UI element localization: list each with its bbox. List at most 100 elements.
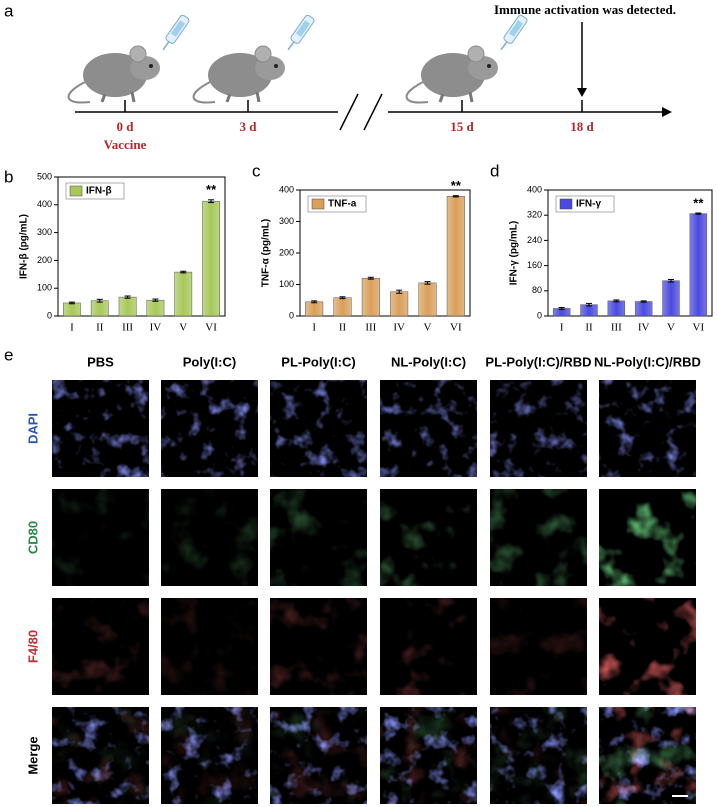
day-label: 0 d	[117, 119, 135, 134]
x-tick-label: II	[96, 322, 104, 334]
y-tick-label: 320	[527, 210, 542, 220]
day-label: 15 d	[450, 119, 474, 134]
micrograph	[490, 598, 587, 695]
y-axis-label: IFN-γ (pg/mL)	[509, 221, 520, 285]
error-bar	[124, 295, 131, 299]
panel-label: c	[252, 161, 261, 180]
micrograph	[161, 380, 258, 477]
error-bar	[96, 298, 103, 303]
panel-label: d	[490, 161, 499, 180]
column-header: PL-Poly(I:C)/RBD	[485, 354, 591, 369]
x-tick-label: IV	[638, 322, 650, 334]
x-tick-label: IV	[393, 322, 405, 334]
y-tick-label: 400	[527, 184, 542, 194]
legend-label: TNF-a	[328, 199, 357, 210]
micrograph	[380, 598, 477, 695]
x-tick-label: V	[667, 322, 675, 334]
y-tick-label: 200	[37, 255, 52, 265]
x-tick-label: III	[611, 322, 622, 334]
x-tick-label: VI	[693, 322, 705, 334]
significance: **	[693, 195, 704, 210]
micrograph	[599, 598, 696, 695]
y-tick-label: 0	[47, 310, 52, 320]
y-tick-label: 200	[279, 247, 294, 257]
bar	[607, 300, 626, 317]
bar	[305, 301, 324, 317]
micrograph	[270, 489, 367, 586]
column-header: NL-Poly(I:C)/RBD	[594, 354, 701, 369]
bar	[90, 300, 109, 317]
timeline	[75, 22, 672, 131]
error-bar	[668, 278, 674, 283]
error-bar	[613, 299, 620, 303]
y-tick-label: 240	[527, 235, 542, 245]
micrograph	[599, 707, 696, 804]
x-tick-label: I	[312, 322, 316, 334]
x-tick-label: III	[122, 322, 133, 334]
micrograph	[161, 489, 258, 586]
micrograph	[380, 380, 477, 477]
x-tick-label: II	[585, 322, 593, 334]
y-tick-label: 100	[279, 279, 294, 289]
vaccine-label: Vaccine	[104, 137, 147, 152]
mice-illustrations	[67, 14, 528, 104]
y-tick-label: 80	[532, 285, 542, 295]
plot-frame	[547, 189, 713, 317]
y-axis-label: TNF-α (pg/mL)	[261, 219, 272, 287]
bar	[446, 196, 465, 317]
micrograph	[490, 489, 587, 586]
legend-swatch	[559, 198, 573, 210]
micrograph	[52, 707, 149, 804]
error-bar	[695, 212, 702, 215]
error-bar	[339, 296, 346, 300]
plot-frame	[57, 176, 226, 317]
panel-label: e	[4, 345, 13, 364]
error-bar	[586, 302, 592, 307]
significance: **	[451, 178, 462, 193]
bar	[333, 297, 352, 317]
timeline-annotation: Immune activation was detected.	[494, 2, 676, 17]
column-header: PL-Poly(I:C)	[281, 354, 355, 369]
error-bar	[311, 300, 318, 304]
column-header: NL-Poly(I:C)	[391, 354, 466, 369]
error-bar	[152, 298, 159, 302]
bar	[390, 291, 409, 317]
x-tick-label: V	[424, 322, 432, 334]
micrograph	[270, 380, 367, 477]
error-bar	[452, 195, 459, 198]
x-tick-label: IV	[150, 322, 162, 334]
error-bar	[68, 301, 75, 305]
y-tick-label: 400	[279, 184, 294, 194]
error-bar	[396, 289, 403, 294]
x-tick-label: VI	[450, 322, 462, 334]
micrograph	[161, 707, 258, 804]
x-tick-label: I	[70, 322, 74, 334]
bar	[418, 282, 437, 317]
x-tick-label: II	[339, 322, 347, 334]
y-tick-label: 160	[527, 260, 542, 270]
row-header: Merge	[25, 736, 40, 774]
error-bar	[424, 281, 431, 285]
legend-swatch	[69, 185, 83, 197]
panel-label: b	[4, 167, 13, 186]
column-header: PBS	[87, 354, 114, 369]
y-tick-label: 0	[289, 310, 294, 320]
row-header: F4/80	[25, 630, 40, 663]
micrograph	[52, 380, 149, 477]
error-bar	[640, 300, 647, 303]
legend-label: IFN-γ	[576, 199, 601, 210]
x-tick-label: V	[179, 322, 187, 334]
x-tick-label: VI	[205, 322, 217, 334]
bar	[634, 301, 653, 317]
legend-swatch	[311, 198, 325, 210]
row-header: CD80	[25, 521, 40, 554]
bar	[63, 302, 81, 317]
error-bar	[180, 270, 187, 274]
micrograph	[161, 598, 258, 695]
micrograph	[490, 707, 587, 804]
x-tick-label: I	[560, 322, 564, 334]
y-tick-label: 500	[37, 171, 52, 181]
y-tick-label: 0	[537, 310, 542, 320]
x-tick-label: III	[365, 322, 376, 334]
